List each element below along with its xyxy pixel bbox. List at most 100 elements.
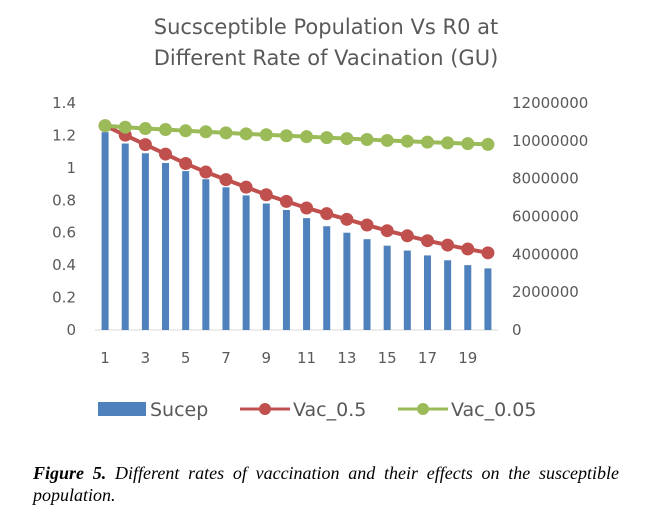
right-axis-tick-label: 2000000	[512, 283, 579, 301]
point-vac-0-05	[380, 133, 394, 147]
right-axis-ticks: 0 2000000 4000000 6000000 8000000 10000000 120…	[512, 94, 588, 339]
chart-title-line-2: Different Rate of Vacination (GU)	[153, 46, 499, 70]
left-axis-tick-label: 0.6	[52, 224, 76, 242]
point-vac-0-05	[400, 134, 414, 148]
left-axis-tick-label: 0.2	[52, 289, 76, 307]
right-axis-tick-label: 4000000	[512, 245, 579, 263]
right-axis-tick-label: 10000000	[512, 132, 588, 150]
caption-text: Different rates of vaccination and their…	[33, 463, 619, 505]
point-vac-0-05	[300, 130, 314, 144]
bar-sucep	[363, 239, 371, 330]
point-vac-0-05	[481, 137, 495, 151]
legend: Sucep Vac_0.5 Vac_0.05	[98, 399, 536, 421]
legend-swatch-sucep	[98, 402, 146, 416]
left-axis-tick-label: 0.4	[52, 256, 76, 274]
point-vac-0-05	[199, 125, 213, 139]
legend-marker-vac-0-05	[417, 403, 429, 415]
figure-caption: Figure 5. Different rates of vaccination…	[33, 462, 619, 506]
point-vac-0-05	[179, 124, 193, 138]
point-vac-0-05	[159, 122, 173, 136]
point-vac-0-05	[239, 127, 253, 141]
point-vac-0-5	[481, 246, 495, 260]
point-vac-0-05	[420, 135, 434, 149]
left-axis-ticks: 0 0.2 0.4 0.6 0.8 1 1.2 1.4	[52, 94, 76, 339]
point-vac-0-05	[259, 128, 273, 142]
chart-title: Sucsceptible Population Vs R0 at Differe…	[0, 12, 652, 74]
point-vac-0-05	[340, 132, 354, 146]
point-vac-0-05	[98, 119, 112, 133]
x-axis-tick-label: 3	[141, 349, 151, 367]
caption-label: Figure 5.	[33, 463, 107, 483]
chart-plot: 0 0.2 0.4 0.6 0.8 1 1.2 1.4 0 2000000 4000000 6000…	[52, 94, 588, 421]
sucep-bars	[101, 132, 492, 330]
vaccination-lines	[98, 119, 495, 260]
bar-sucep	[182, 171, 190, 330]
point-vac-0-5	[400, 229, 414, 243]
left-axis-tick-label: 1.4	[52, 94, 76, 112]
bar-sucep	[383, 245, 391, 330]
bar-sucep	[262, 203, 270, 330]
point-vac-0-5	[300, 201, 314, 215]
bar-sucep	[444, 260, 452, 330]
point-vac-0-5	[179, 157, 193, 171]
bar-sucep	[222, 187, 230, 330]
bar-sucep	[403, 250, 411, 330]
right-axis-tick-label: 12000000	[512, 94, 588, 112]
left-axis-tick-label: 0.8	[52, 191, 76, 209]
bar-sucep	[141, 153, 149, 330]
point-vac-0-05	[279, 129, 293, 143]
x-axis-tick-label: 17	[418, 349, 437, 367]
point-vac-0-5	[159, 147, 173, 161]
bar-sucep	[121, 143, 129, 330]
point-vac-0-05	[118, 120, 132, 134]
bar-sucep	[343, 232, 351, 330]
point-vac-0-5	[360, 218, 374, 232]
x-axis-tick-label: 11	[297, 349, 316, 367]
point-vac-0-05	[320, 131, 334, 145]
left-axis-tick-label: 1	[66, 159, 76, 177]
point-vac-0-5	[199, 165, 213, 179]
point-vac-0-05	[441, 136, 455, 150]
point-vac-0-05	[219, 126, 233, 140]
left-axis-tick-label: 0	[66, 321, 76, 339]
point-vac-0-5	[420, 234, 434, 248]
legend-label-vac-0-05: Vac_0.05	[451, 399, 536, 421]
bar-sucep	[282, 210, 290, 330]
point-vac-0-05	[461, 137, 475, 151]
point-vac-0-5	[461, 242, 475, 256]
right-axis-tick-label: 8000000	[512, 170, 579, 188]
x-axis-tick-label: 5	[181, 349, 191, 367]
left-axis-tick-label: 1.2	[52, 126, 76, 144]
bar-sucep	[162, 162, 170, 330]
point-vac-0-5	[279, 194, 293, 208]
bar-sucep	[484, 268, 492, 330]
bar-sucep	[423, 255, 431, 330]
point-vac-0-5	[441, 238, 455, 252]
chart-title-line-1: Sucsceptible Population Vs R0 at	[153, 15, 499, 39]
bar-sucep	[323, 226, 331, 330]
point-vac-0-5	[239, 180, 253, 194]
bar-sucep	[464, 265, 472, 330]
right-axis-tick-label: 6000000	[512, 208, 579, 226]
point-vac-0-5	[320, 207, 334, 221]
bar-sucep	[202, 179, 210, 330]
x-axis-tick-label: 15	[378, 349, 397, 367]
x-axis-ticks: 1 3 5 7 9 11 13 15 17 19	[100, 349, 477, 367]
legend-label-sucep: Sucep	[150, 399, 208, 421]
legend-marker-vac-0-5	[259, 403, 271, 415]
point-vac-0-5	[138, 138, 152, 152]
x-axis-tick-label: 13	[337, 349, 356, 367]
bar-sucep	[101, 132, 109, 330]
point-vac-0-05	[138, 122, 152, 136]
x-axis-tick-label: 9	[262, 349, 272, 367]
right-axis-tick-label: 0	[512, 321, 522, 339]
x-axis-tick-label: 19	[458, 349, 477, 367]
bar-sucep	[242, 195, 250, 330]
point-vac-0-5	[380, 224, 394, 238]
x-axis-tick-label: 7	[221, 349, 231, 367]
legend-label-vac-0-5: Vac_0.5	[293, 399, 366, 421]
x-axis-tick-label: 1	[100, 349, 110, 367]
point-vac-0-5	[219, 173, 233, 187]
bar-sucep	[303, 218, 311, 330]
point-vac-0-5	[340, 212, 354, 226]
